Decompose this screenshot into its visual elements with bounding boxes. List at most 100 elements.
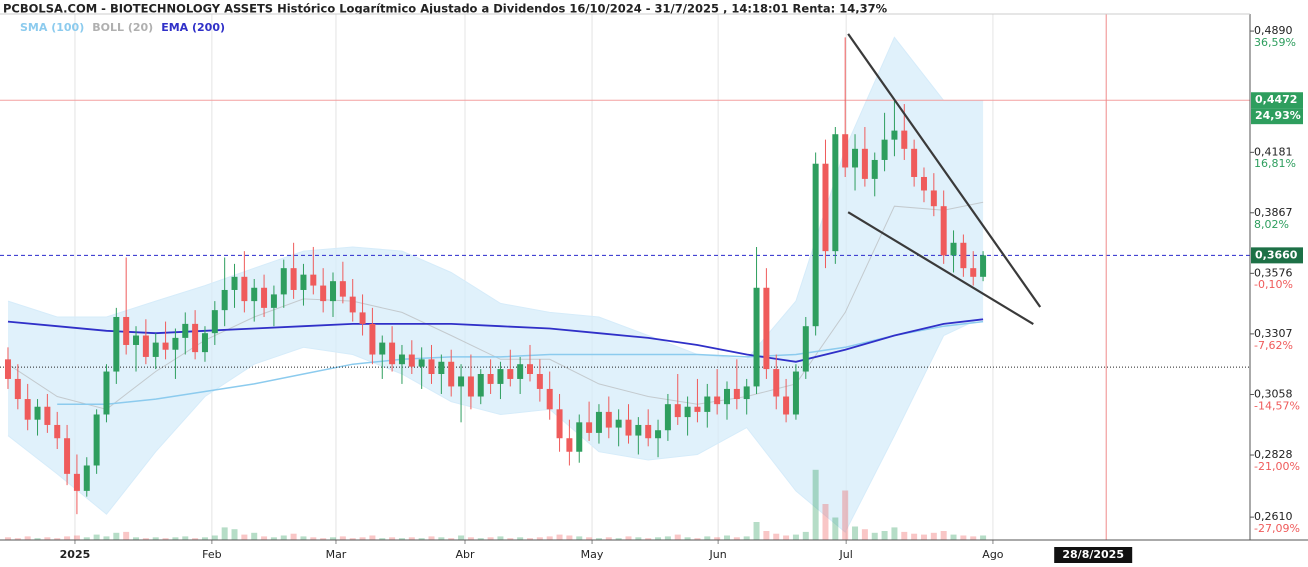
- pct-label: 24,93%: [1255, 109, 1301, 122]
- candle-body: [871, 159, 878, 179]
- candle-body: [4, 359, 11, 379]
- volume-bar: [379, 538, 386, 540]
- candle-body: [251, 287, 258, 302]
- legend-entry: SMA (100): [20, 21, 84, 34]
- volume-bar: [448, 538, 455, 540]
- candle-body: [231, 276, 238, 290]
- candle-body: [980, 255, 987, 277]
- volume-bar: [103, 536, 110, 540]
- volume-bar: [733, 537, 740, 540]
- volume-bar: [625, 536, 632, 540]
- volume-bar: [940, 531, 947, 540]
- y2-tick-label: -21,00%: [1254, 460, 1300, 473]
- candle-body: [595, 411, 602, 433]
- candle-body: [960, 242, 967, 269]
- volume-bar: [930, 532, 937, 540]
- volume-bar: [418, 538, 425, 540]
- volume-bar: [536, 537, 543, 540]
- volume-bar: [773, 533, 780, 540]
- candle-body: [832, 134, 839, 252]
- candle-body: [842, 134, 849, 168]
- candle-body: [536, 373, 543, 389]
- candle-body: [73, 473, 80, 491]
- volume-bar: [714, 537, 721, 540]
- candle-body: [201, 333, 208, 353]
- volume-bar: [871, 532, 878, 540]
- x-tick-label: Jul: [839, 548, 853, 561]
- volume-bar: [546, 536, 553, 540]
- price-label: 0,4472: [1255, 93, 1297, 106]
- price-label: 0,3660: [1255, 248, 1298, 261]
- candle-body: [438, 361, 445, 374]
- candle-body: [792, 371, 799, 415]
- candle-body: [310, 274, 317, 286]
- candle-body: [103, 371, 110, 415]
- candle-body: [664, 404, 671, 431]
- candle-body: [458, 376, 465, 387]
- candle-body: [280, 268, 287, 295]
- candle-body: [261, 287, 268, 308]
- volume-bar: [753, 522, 760, 540]
- volume-bar: [113, 532, 120, 540]
- x-tick-label: Mar: [326, 548, 347, 561]
- candle-body: [507, 369, 514, 379]
- candle-body: [586, 422, 593, 433]
- volume-bar: [684, 537, 691, 540]
- y-axis-panel: [1250, 0, 1308, 540]
- volume-bar: [832, 517, 839, 540]
- volume-bar: [211, 535, 218, 540]
- candle-body: [901, 130, 908, 149]
- volume-bar: [911, 533, 918, 540]
- candle-body: [802, 326, 809, 372]
- y-tick-label: 0,3058: [1254, 387, 1293, 400]
- candle-body: [714, 396, 721, 405]
- candle-body: [93, 414, 100, 466]
- volume-bar: [73, 535, 80, 540]
- candle-body: [467, 376, 474, 397]
- candle-body: [822, 163, 829, 252]
- y2-tick-label: -0,10%: [1254, 278, 1293, 291]
- volume-bar: [300, 536, 307, 540]
- volume-bar: [339, 536, 346, 540]
- candle-body: [812, 163, 819, 327]
- volume-bar: [792, 534, 799, 540]
- volume-bar: [497, 536, 504, 540]
- volume-bar: [408, 537, 415, 540]
- volume-bar: [467, 537, 474, 540]
- candle-body: [566, 438, 573, 452]
- bollinger-band: [8, 37, 984, 533]
- candle-body: [674, 404, 681, 418]
- volume-bar: [556, 534, 563, 540]
- candle-body: [625, 419, 632, 436]
- candle-body: [477, 373, 484, 397]
- volume-bar: [310, 537, 317, 540]
- volume-bar: [960, 535, 967, 540]
- candle-body: [133, 335, 140, 345]
- candle-body: [408, 354, 415, 367]
- volume-bar: [970, 536, 977, 540]
- volume-bar: [861, 529, 868, 540]
- volume-bar: [93, 534, 100, 540]
- candle-body: [911, 148, 918, 177]
- x-tick-label: Abr: [455, 548, 475, 561]
- volume-bar: [369, 535, 376, 540]
- candle-body: [330, 281, 337, 302]
- candle-body: [694, 406, 701, 412]
- volume-bar: [980, 535, 987, 540]
- candle-body: [723, 388, 730, 405]
- candle-body: [14, 378, 21, 400]
- candle-body: [192, 323, 199, 353]
- volume-bar: [221, 527, 228, 540]
- volume-bar: [349, 538, 356, 540]
- y2-tick-label: -7,62%: [1254, 339, 1293, 352]
- trendline: [847, 211, 1034, 326]
- candle-body: [113, 316, 120, 372]
- volume-bar: [920, 534, 927, 540]
- volume-bar: [586, 537, 593, 540]
- y-tick-label: 0,4890: [1254, 24, 1293, 37]
- candle-body: [527, 364, 534, 374]
- candle-body: [645, 424, 652, 439]
